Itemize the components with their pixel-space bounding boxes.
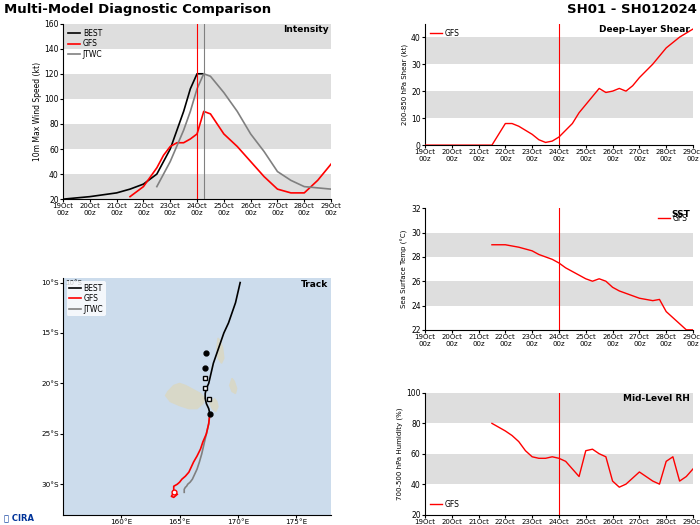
Bar (63, 174, 331, 199)
Legend: GFS: GFS (428, 27, 461, 39)
Bar (63, 124, 331, 149)
Text: Deep-Layer Shear: Deep-Layer Shear (599, 25, 690, 34)
Text: ⦿ CIRA: ⦿ CIRA (4, 513, 34, 522)
Polygon shape (217, 338, 224, 363)
Legend: BEST, GFS, JTWC: BEST, GFS, JTWC (66, 281, 106, 316)
Bar (425, 233, 693, 257)
Legend: GFS: GFS (657, 212, 689, 224)
Bar (63, 24, 331, 49)
Legend: BEST, GFS, JTWC: BEST, GFS, JTWC (66, 27, 104, 60)
Y-axis label: 10m Max Wind Speed (kt): 10m Max Wind Speed (kt) (33, 62, 41, 161)
Bar (425, 454, 693, 484)
Text: Intensity: Intensity (283, 25, 328, 34)
Bar (425, 91, 693, 118)
Bar (63, 74, 331, 99)
Polygon shape (230, 379, 237, 394)
Y-axis label: 200-850 hPa Shear (kt): 200-850 hPa Shear (kt) (402, 44, 408, 125)
Polygon shape (210, 398, 218, 412)
Bar (425, 37, 693, 64)
Legend: GFS: GFS (428, 499, 461, 511)
Text: 10°S: 10°S (66, 280, 83, 286)
Polygon shape (166, 383, 205, 408)
Y-axis label: 700-500 hPa Humidity (%): 700-500 hPa Humidity (%) (397, 407, 403, 500)
Text: SH01 - SH012024: SH01 - SH012024 (566, 3, 696, 16)
Text: Multi-Model Diagnostic Comparison: Multi-Model Diagnostic Comparison (4, 3, 271, 16)
Bar (425, 281, 693, 306)
Text: SST: SST (671, 209, 690, 218)
Text: Track: Track (301, 280, 328, 289)
Y-axis label: Sea Surface Temp (°C): Sea Surface Temp (°C) (401, 230, 408, 308)
Bar (425, 393, 693, 423)
Text: Mid-Level RH: Mid-Level RH (624, 394, 690, 403)
